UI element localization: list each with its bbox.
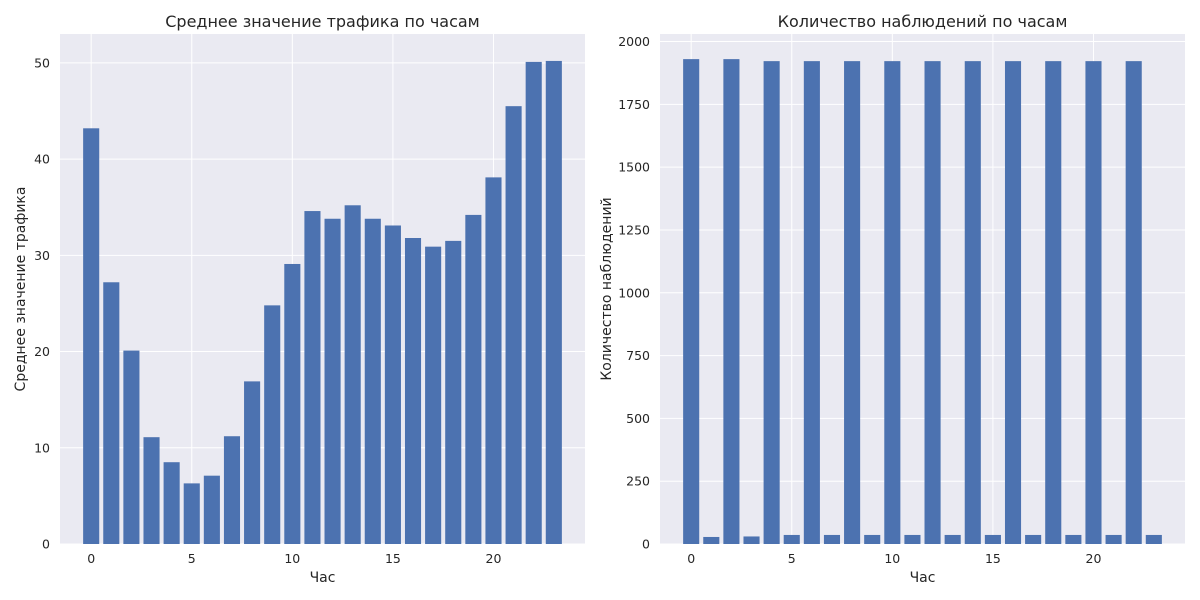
bar — [83, 128, 100, 544]
bar — [203, 475, 220, 544]
bar-series — [83, 60, 562, 545]
chart-title: Количество наблюдений по часам — [778, 12, 1068, 31]
bar — [763, 61, 780, 545]
bar — [123, 350, 140, 544]
x-tick-label: 0 — [87, 551, 95, 566]
bar-series — [683, 59, 1162, 545]
bar — [1045, 61, 1062, 545]
y-tick-label: 1000 — [618, 285, 650, 300]
x-tick-label: 0 — [687, 551, 695, 566]
bar — [183, 483, 200, 544]
y-tick-label: 1250 — [618, 222, 650, 237]
bar — [344, 205, 361, 544]
y-tick-label: 0 — [642, 537, 650, 552]
bar — [944, 534, 961, 544]
bar — [924, 61, 941, 545]
bar — [445, 240, 462, 545]
bar — [904, 534, 921, 544]
y-tick-labels: 0 250 500 750 1000 1250 1500 1750 2000 — [618, 34, 650, 551]
bar — [425, 246, 442, 544]
y-tick-label: 500 — [626, 411, 650, 426]
bar — [884, 61, 901, 545]
y-tick-label: 20 — [34, 344, 50, 359]
x-tick-label: 15 — [385, 551, 401, 566]
bar — [505, 106, 522, 545]
bar — [683, 59, 700, 544]
bar — [803, 61, 820, 545]
y-tick-label: 1750 — [618, 97, 650, 112]
bar — [324, 218, 341, 545]
bar — [264, 305, 281, 544]
y-tick-label: 250 — [626, 474, 650, 489]
y-tick-label: 0 — [42, 537, 50, 552]
y-tick-label: 2000 — [618, 34, 650, 49]
bar — [823, 534, 841, 544]
y-tick-labels: 0 10 20 30 40 50 — [34, 55, 50, 551]
x-axis-label: Час — [910, 570, 936, 586]
bar — [1145, 534, 1162, 544]
bar — [703, 536, 720, 544]
bar — [465, 214, 482, 545]
bar — [525, 61, 542, 544]
bar — [143, 437, 160, 544]
bar — [1004, 61, 1022, 545]
bar — [485, 177, 502, 544]
bar — [163, 462, 180, 544]
bar — [364, 218, 381, 545]
bar — [864, 534, 881, 544]
x-tick-labels: 0 5 10 15 20 — [87, 551, 501, 566]
bar — [103, 282, 120, 544]
bar — [743, 536, 760, 544]
x-tick-label: 5 — [188, 551, 196, 566]
chart-left: 0 5 10 15 20 0 10 20 30 40 50 Среднее значение тр… — [13, 12, 585, 586]
x-tick-label: 15 — [985, 551, 1001, 566]
bar — [844, 61, 861, 545]
bar — [404, 238, 422, 544]
y-tick-label: 10 — [34, 440, 50, 455]
bar — [1105, 534, 1122, 544]
bar — [783, 534, 800, 544]
bar — [244, 381, 261, 544]
bar — [964, 61, 981, 545]
y-tick-label: 30 — [34, 248, 50, 263]
y-tick-label: 40 — [34, 152, 50, 167]
bar — [384, 225, 401, 544]
y-tick-label: 1500 — [618, 160, 650, 175]
bar — [223, 436, 241, 544]
y-axis-label: Количество наблюдений — [599, 197, 615, 380]
bar — [1065, 534, 1082, 544]
y-tick-label: 750 — [626, 348, 650, 363]
y-tick-label: 50 — [34, 55, 50, 70]
y-axis-label: Среднее значение трафика — [13, 187, 29, 392]
x-tick-label: 10 — [284, 551, 300, 566]
bar — [1025, 534, 1042, 544]
bar — [984, 534, 1001, 544]
chart-right: 0 5 10 15 20 025050075010001250150017502000 … — [599, 12, 1185, 586]
bar — [284, 263, 301, 544]
bar — [545, 60, 562, 545]
x-tick-labels: 0 5 10 15 20 — [687, 551, 1101, 566]
x-tick-label: 10 — [884, 551, 900, 566]
chart-title: Среднее значение трафика по часам — [165, 12, 480, 31]
x-tick-label: 20 — [1086, 551, 1102, 566]
x-axis-label: Час — [310, 570, 336, 586]
x-tick-label: 20 — [486, 551, 502, 566]
bar — [723, 59, 740, 544]
x-tick-label: 5 — [788, 551, 796, 566]
bar — [1085, 61, 1102, 545]
bar — [304, 211, 321, 544]
bar — [1125, 61, 1142, 545]
